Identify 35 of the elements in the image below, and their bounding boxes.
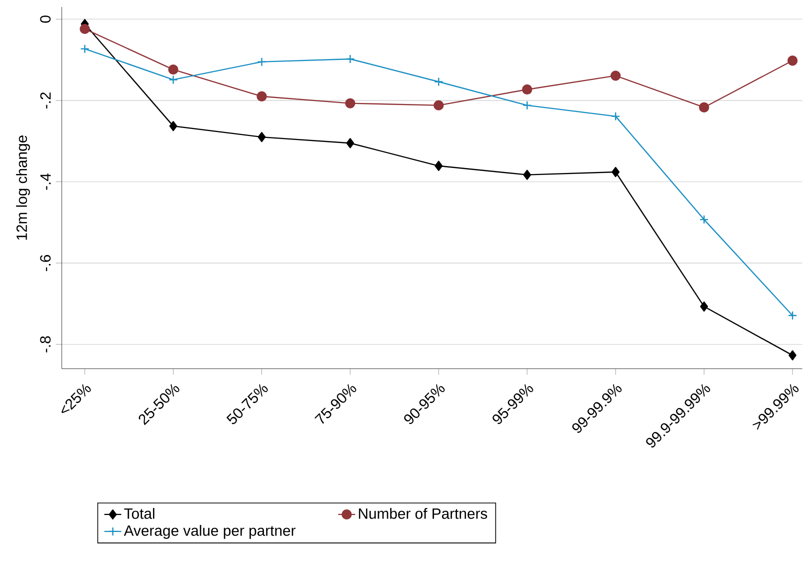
point bbox=[80, 24, 90, 34]
point bbox=[346, 138, 354, 148]
legend-label: Number of Partners bbox=[358, 508, 488, 519]
point bbox=[610, 70, 621, 81]
point bbox=[788, 310, 798, 320]
point bbox=[80, 44, 90, 54]
y-tick-label: -.4 bbox=[40, 173, 51, 190]
point bbox=[788, 350, 796, 360]
y-tick-label: -.6 bbox=[40, 254, 51, 272]
point bbox=[169, 120, 178, 132]
point bbox=[699, 214, 709, 224]
point bbox=[168, 75, 178, 84]
y-tick-label: -.8 bbox=[40, 336, 51, 352]
y-tick-label: -.2 bbox=[40, 92, 51, 108]
point bbox=[256, 91, 267, 102]
point bbox=[612, 166, 620, 178]
point bbox=[434, 160, 443, 171]
point bbox=[698, 102, 710, 112]
point bbox=[434, 100, 444, 110]
point bbox=[522, 100, 532, 110]
legend-label: Average value per partner bbox=[124, 524, 296, 539]
point bbox=[523, 170, 532, 180]
point bbox=[787, 56, 798, 66]
legend-label: Total bbox=[124, 508, 154, 519]
point bbox=[168, 64, 178, 75]
point bbox=[345, 98, 356, 108]
point bbox=[522, 84, 532, 95]
y-axis-title: 12m log change bbox=[16, 136, 30, 240]
y-tick-label: 0 bbox=[40, 16, 51, 23]
point bbox=[700, 301, 708, 312]
point bbox=[258, 132, 266, 142]
point bbox=[434, 77, 444, 86]
point bbox=[346, 54, 355, 64]
point bbox=[257, 57, 266, 66]
point bbox=[611, 112, 620, 121]
